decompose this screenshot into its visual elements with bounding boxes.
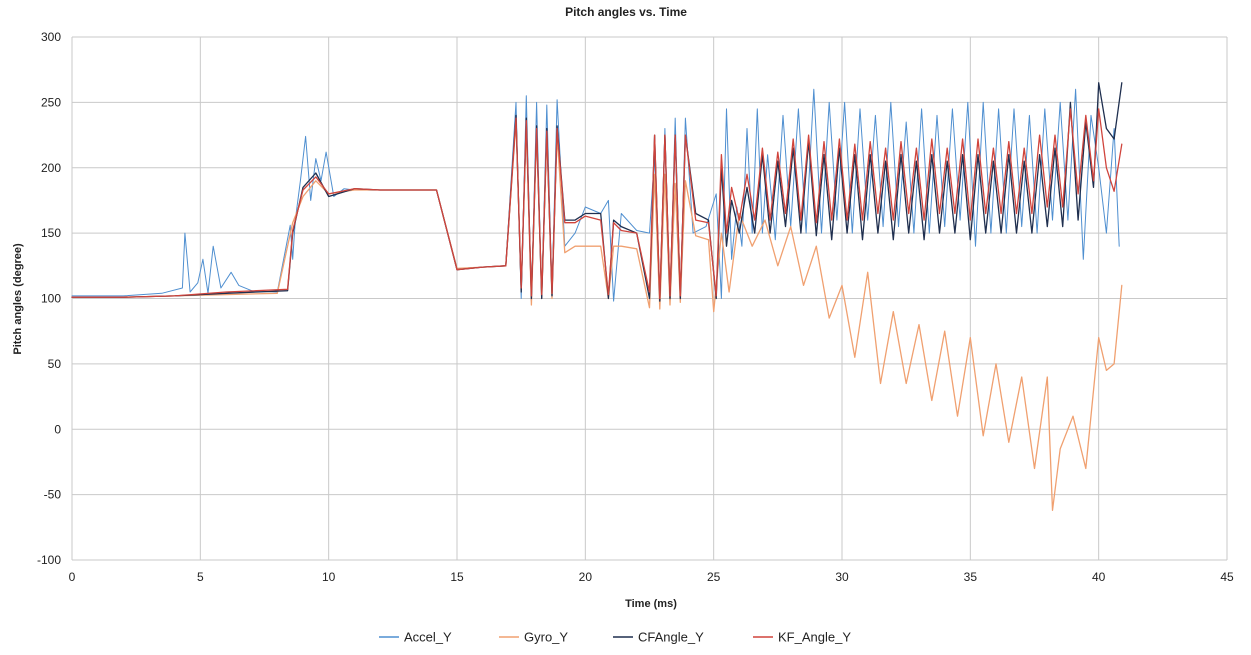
x-tick-label: 0 <box>69 570 76 584</box>
x-tick-label: 30 <box>835 570 849 584</box>
legend: Accel_Y Gyro_Y CFAngle_Y KF_Angle_Y <box>379 630 851 645</box>
y-tick-labels: -100 -50 0 50 100 150 200 250 300 <box>37 30 61 567</box>
x-tick-label: 20 <box>579 570 593 584</box>
series-line-kf-angle-y <box>71 108 1123 300</box>
legend-item: CFAngle_Y <box>613 630 704 645</box>
y-tick-label: 0 <box>54 422 61 436</box>
y-tick-label: 300 <box>41 30 61 44</box>
legend-label: KF_Angle_Y <box>778 630 851 645</box>
y-tick-label: 50 <box>48 357 62 371</box>
x-axis-title: Time (ms) <box>625 598 677 610</box>
series-line-cfangle-y <box>71 82 1123 302</box>
legend-label: Accel_Y <box>404 630 452 645</box>
plot-area <box>71 82 1123 511</box>
series-line-accel-y <box>71 88 1120 306</box>
legend-item: Gyro_Y <box>499 630 568 645</box>
x-tick-labels: 0 5 10 15 20 25 30 35 40 45 <box>69 570 1234 584</box>
x-tick-label: 15 <box>450 570 464 584</box>
y-tick-label: -50 <box>44 488 62 502</box>
x-tick-label: 25 <box>707 570 721 584</box>
x-tick-label: 5 <box>197 570 204 584</box>
legend-item: KF_Angle_Y <box>753 630 851 645</box>
x-tick-label: 45 <box>1220 570 1234 584</box>
legend-item: Accel_Y <box>379 630 452 645</box>
chart-title: Pitch angles vs. Time <box>565 5 687 19</box>
y-tick-label: -100 <box>37 553 61 567</box>
y-tick-label: 250 <box>41 95 61 109</box>
y-tick-label: 100 <box>41 292 61 306</box>
legend-label: Gyro_Y <box>524 630 568 645</box>
y-tick-label: 150 <box>41 226 61 240</box>
x-tick-label: 10 <box>322 570 336 584</box>
legend-label: CFAngle_Y <box>638 630 704 645</box>
x-tick-label: 35 <box>964 570 978 584</box>
y-tick-label: 200 <box>41 161 61 175</box>
x-tick-label: 40 <box>1092 570 1106 584</box>
y-axis-title: Pitch angles (degree) <box>12 243 24 355</box>
